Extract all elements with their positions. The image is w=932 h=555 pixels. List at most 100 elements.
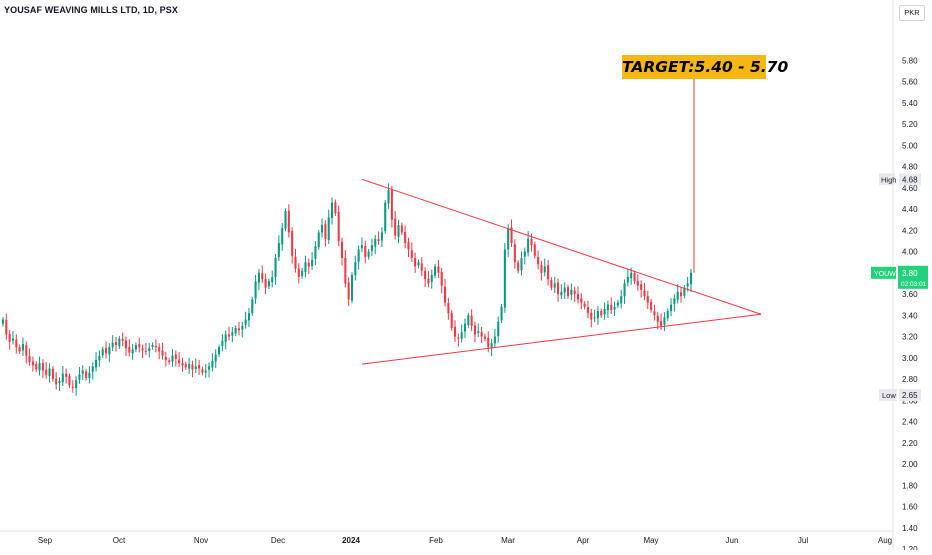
candle[interactable] (151, 345, 154, 347)
candle[interactable] (450, 312, 453, 329)
candle[interactable] (424, 271, 427, 280)
candle[interactable] (108, 347, 111, 355)
candle[interactable] (563, 287, 566, 293)
candle[interactable] (394, 218, 397, 236)
candle[interactable] (41, 363, 44, 371)
candle[interactable] (141, 348, 144, 351)
candle[interactable] (513, 244, 516, 263)
candle[interactable] (224, 334, 227, 342)
candle[interactable] (354, 262, 357, 276)
candle[interactable] (590, 312, 593, 320)
candle[interactable] (344, 257, 347, 284)
candle[interactable] (600, 311, 603, 316)
candle[interactable] (347, 282, 350, 300)
candle[interactable] (1, 319, 5, 324)
candle[interactable] (473, 325, 476, 335)
candle[interactable] (527, 238, 530, 253)
candle[interactable] (510, 227, 513, 244)
candle[interactable] (507, 228, 510, 250)
candle[interactable] (646, 296, 649, 303)
candle[interactable] (683, 287, 686, 296)
candle[interactable] (171, 355, 174, 362)
candle[interactable] (630, 272, 633, 279)
candle[interactable] (533, 244, 536, 256)
candle[interactable] (537, 257, 540, 265)
candle[interactable] (613, 306, 616, 310)
candle[interactable] (85, 371, 88, 378)
candle[interactable] (593, 317, 596, 319)
candle[interactable] (287, 210, 290, 233)
candle[interactable] (417, 262, 420, 266)
candle[interactable] (184, 364, 187, 368)
candle[interactable] (400, 225, 403, 233)
candle[interactable] (384, 202, 387, 232)
candle[interactable] (307, 262, 310, 267)
candle[interactable] (444, 286, 447, 303)
candle[interactable] (95, 359, 98, 368)
candle[interactable] (134, 345, 137, 350)
candle[interactable] (543, 266, 546, 273)
candle[interactable] (128, 346, 131, 353)
candle[interactable] (420, 263, 423, 271)
candle[interactable] (281, 228, 284, 245)
candle[interactable] (181, 363, 184, 366)
candle[interactable] (121, 339, 124, 341)
candle[interactable] (271, 277, 274, 283)
candle[interactable] (666, 311, 669, 319)
candle[interactable] (560, 291, 563, 296)
candle[interactable] (164, 356, 167, 360)
candle[interactable] (284, 211, 287, 229)
candle[interactable] (45, 369, 48, 375)
candle[interactable] (267, 281, 270, 287)
candle[interactable] (437, 266, 440, 273)
candle[interactable] (517, 262, 520, 271)
candle[interactable] (31, 361, 34, 366)
candle[interactable] (234, 328, 237, 334)
candle[interactable] (138, 344, 141, 348)
candle[interactable] (427, 278, 430, 284)
candle[interactable] (291, 231, 294, 256)
candle[interactable] (237, 328, 241, 331)
candle[interactable] (148, 348, 151, 351)
candle[interactable] (414, 257, 417, 267)
candle[interactable] (360, 245, 363, 249)
candle[interactable] (640, 284, 643, 290)
candle[interactable] (653, 311, 656, 316)
candle[interactable] (331, 202, 334, 218)
candle[interactable] (410, 250, 413, 258)
candle[interactable] (218, 347, 221, 355)
candle[interactable] (573, 290, 576, 295)
candle[interactable] (91, 366, 94, 372)
candle[interactable] (650, 301, 653, 310)
candle[interactable] (686, 283, 689, 287)
candle[interactable] (274, 257, 277, 278)
candle[interactable] (583, 303, 586, 307)
candle[interactable] (404, 232, 407, 244)
candle[interactable] (324, 224, 327, 239)
candle[interactable] (500, 306, 503, 321)
candle[interactable] (566, 287, 570, 297)
candle[interactable] (257, 272, 260, 283)
candle[interactable] (390, 189, 393, 220)
candle[interactable] (191, 364, 194, 370)
candle[interactable] (636, 280, 639, 286)
candle[interactable] (606, 304, 609, 311)
candle[interactable] (58, 381, 61, 384)
candle[interactable] (8, 334, 11, 342)
candle[interactable] (483, 336, 486, 339)
candle[interactable] (453, 326, 457, 337)
candle[interactable] (350, 274, 354, 301)
candle[interactable] (124, 340, 128, 349)
candle[interactable] (616, 302, 619, 306)
candle[interactable] (201, 369, 204, 373)
candle[interactable] (154, 345, 157, 348)
candle[interactable] (434, 266, 437, 276)
candle[interactable] (78, 374, 81, 380)
candle[interactable] (214, 354, 217, 362)
candle[interactable] (596, 311, 599, 319)
candle[interactable] (198, 365, 201, 369)
candle[interactable] (340, 241, 344, 258)
candle[interactable] (407, 241, 410, 250)
candle[interactable] (71, 386, 74, 388)
candle[interactable] (317, 232, 320, 248)
